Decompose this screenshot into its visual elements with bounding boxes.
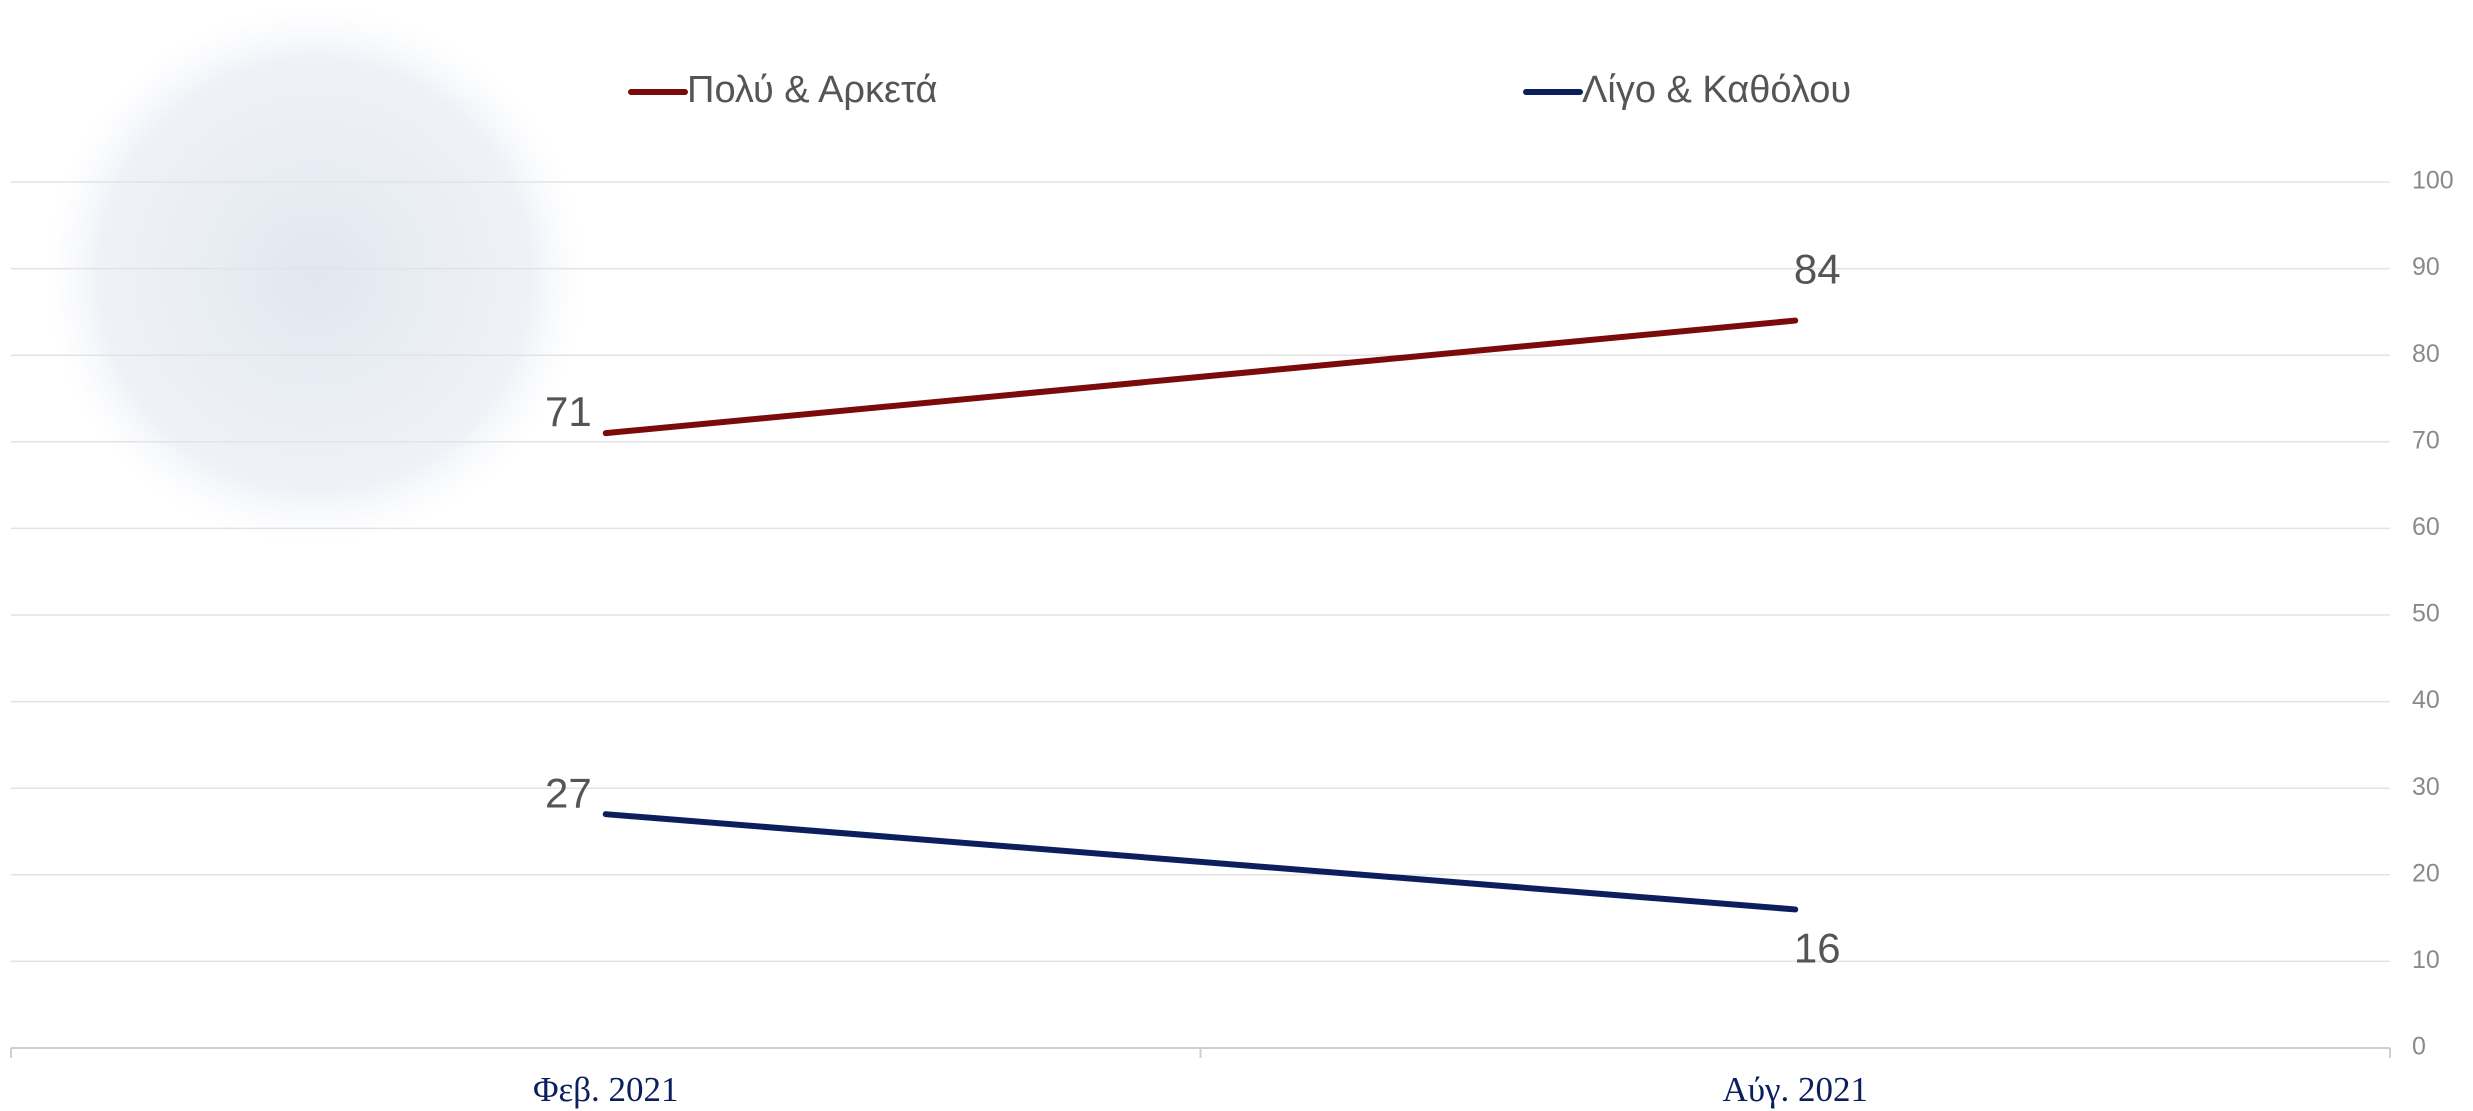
series-line <box>602 317 1799 437</box>
y-tick-label: 100 <box>2412 167 2454 195</box>
y-tick-label: 30 <box>2412 773 2440 801</box>
data-label: 27 <box>545 769 592 816</box>
virus-decoration <box>45 5 585 545</box>
plot-area: 0 10 20 30 40 50 60 70 80 90 100 Φεβ. 2021 Αύγ. 2021… <box>10 69 2454 1109</box>
y-tick-label: 20 <box>2412 859 2440 887</box>
legend-label: Λίγο & Καθόλου <box>1582 69 1851 111</box>
y-tick-label: 70 <box>2412 426 2440 454</box>
data-label: 84 <box>1794 246 1841 293</box>
data-label: 16 <box>1794 925 1841 972</box>
y-tick-label: 50 <box>2412 600 2440 628</box>
y-tick-label: 0 <box>2412 1033 2426 1061</box>
data-label: 71 <box>545 388 592 435</box>
series-line <box>602 811 1799 913</box>
y-tick-label: 10 <box>2412 946 2440 974</box>
y-tick-label: 40 <box>2412 686 2440 714</box>
y-tick-label: 60 <box>2412 513 2440 541</box>
legend-label: Πολύ & Αρκετά <box>687 69 937 111</box>
x-tick-label: Αύγ. 2021 <box>1722 1070 1868 1109</box>
y-tick-label: 80 <box>2412 340 2440 368</box>
y-tick-label: 90 <box>2412 253 2440 281</box>
x-tick-label: Φεβ. 2021 <box>533 1070 679 1109</box>
